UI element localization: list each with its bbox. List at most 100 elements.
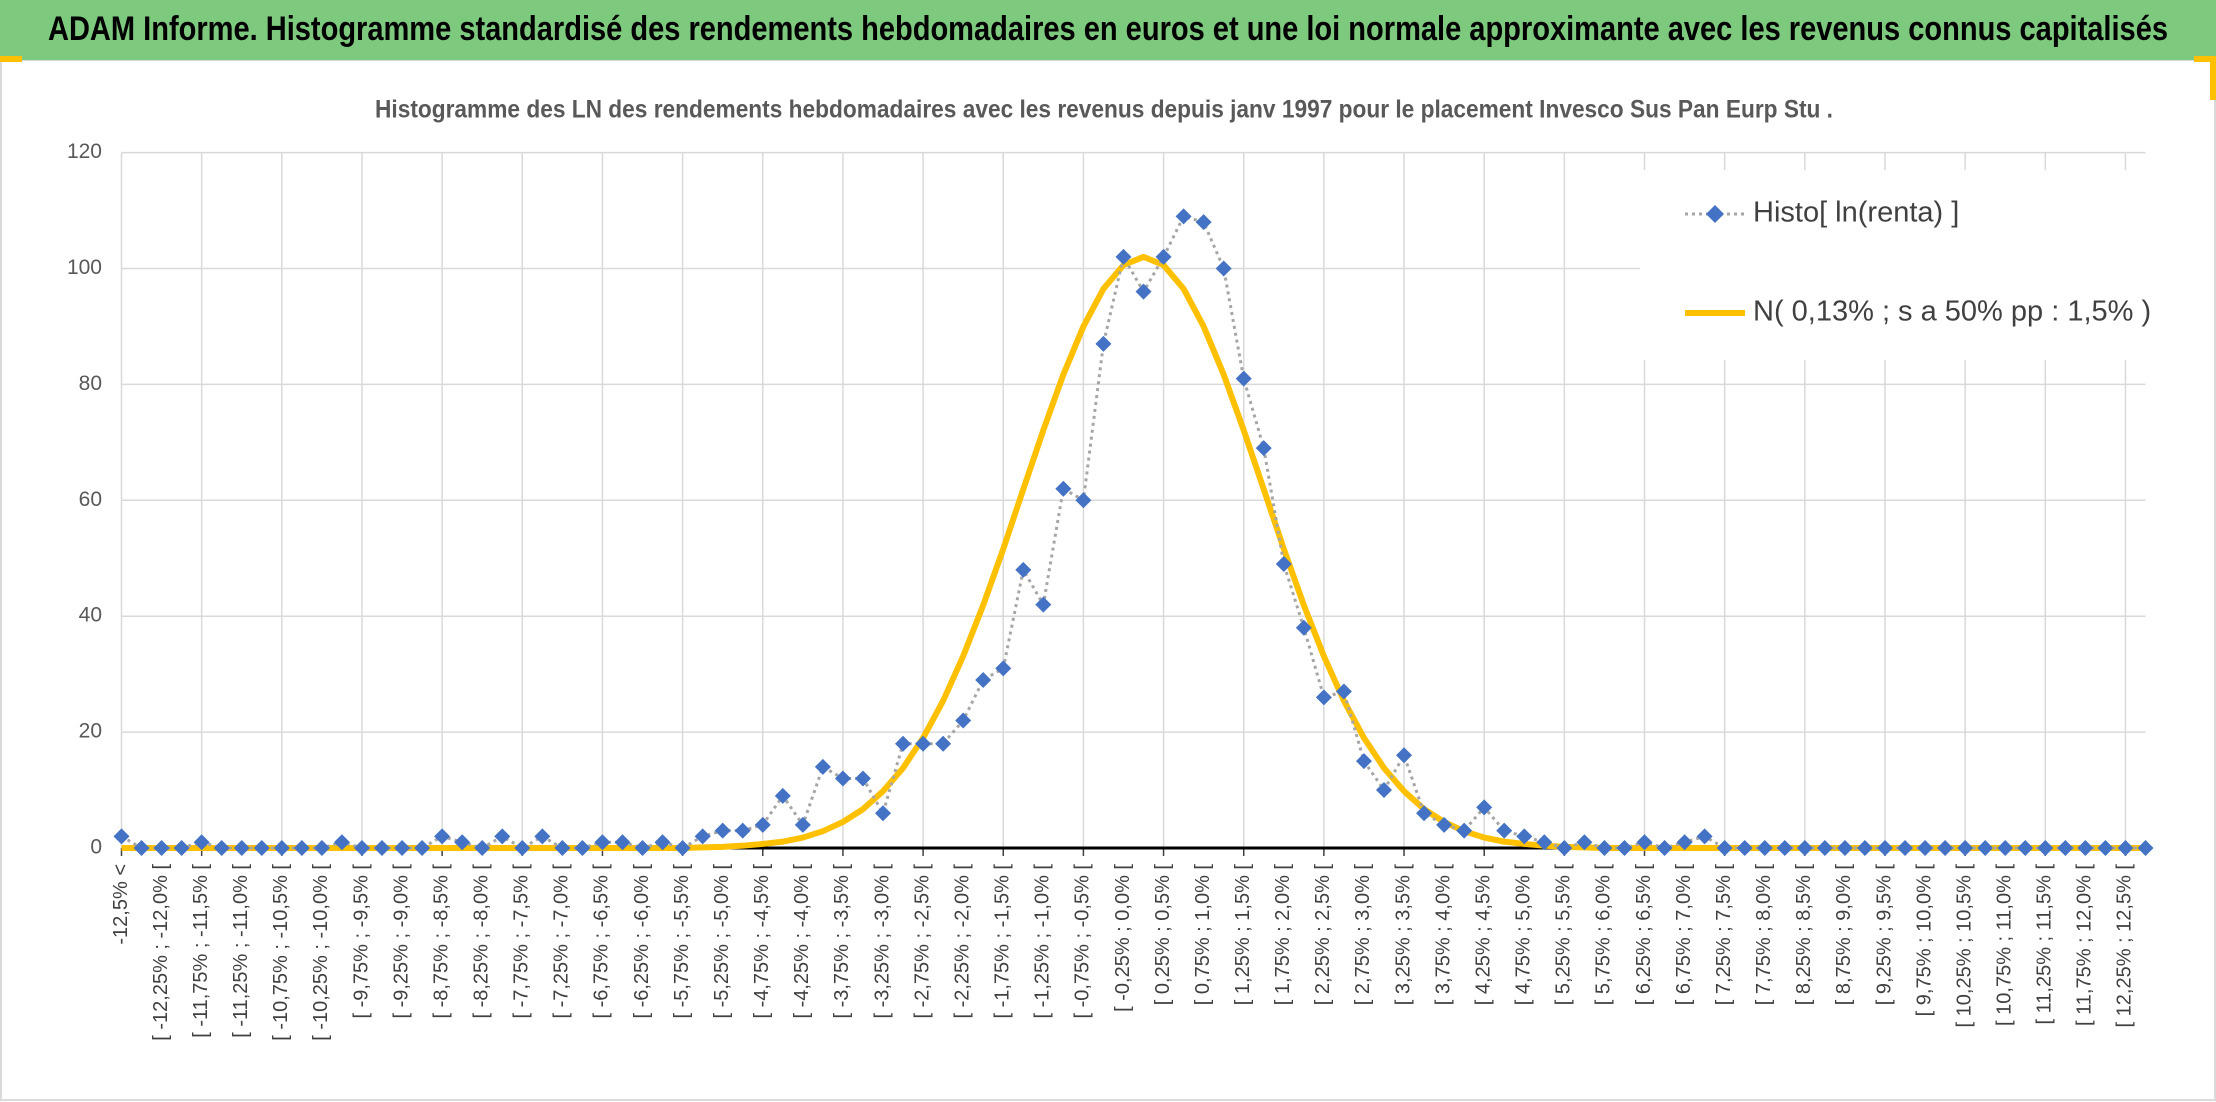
point	[1175, 208, 1192, 225]
point	[1315, 689, 1332, 706]
x-tick-label: [ 0,75% ; 1,0% [	[1192, 864, 1214, 1006]
point	[1295, 619, 1312, 636]
point	[1075, 492, 1092, 509]
point	[193, 834, 210, 851]
point	[1155, 248, 1172, 265]
x-tick-label: [ -9,75% ; -9,5% [	[350, 864, 372, 1019]
point	[754, 816, 771, 833]
point	[434, 828, 451, 845]
point	[714, 822, 731, 839]
y-tick-label: 80	[79, 372, 102, 395]
point	[594, 834, 611, 851]
point	[514, 840, 531, 856]
point	[694, 828, 711, 845]
x-tick-label: [ 0,25% ; 0,5% [	[1152, 864, 1174, 1006]
point	[1897, 840, 1914, 856]
x-tick-label: [ 4,25% ; 4,5% [	[1472, 864, 1494, 1006]
x-tick-label: [ 6,25% ; 6,5% [	[1633, 864, 1655, 1006]
point	[414, 840, 431, 856]
point	[1636, 834, 1653, 851]
point	[1135, 283, 1152, 300]
x-tick-label: [ -11,25% ; -11,0% [	[230, 864, 252, 1038]
point	[915, 735, 932, 752]
header-banner	[0, 0, 2216, 60]
point	[1917, 840, 1934, 856]
point	[935, 735, 952, 752]
point	[734, 822, 751, 839]
point	[1776, 840, 1793, 856]
point	[273, 840, 290, 856]
point	[1255, 440, 1272, 457]
x-tick-label: [ -11,75% ; -11,5% [	[190, 864, 212, 1038]
point	[1836, 840, 1853, 856]
point	[1816, 840, 1833, 856]
point	[1275, 556, 1292, 573]
point	[353, 840, 370, 856]
x-tick-label: [ -1,75% ; -1,5% [	[992, 864, 1014, 1019]
x-tick-label: [ 6,75% ; 7,0% [	[1673, 864, 1695, 1006]
point	[2037, 840, 2054, 856]
header-title: ADAM Informe. Histogramme standardisé de…	[48, 10, 2168, 48]
point	[2097, 840, 2114, 856]
x-tick-label: [ -1,25% ; -1,0% [	[1032, 864, 1054, 1019]
point	[1456, 822, 1473, 839]
point	[2017, 840, 2034, 856]
point	[995, 660, 1012, 677]
point	[1536, 834, 1553, 851]
point	[2117, 840, 2134, 856]
x-tick-label: [ -12,25% ; -12,0% [	[150, 864, 172, 1041]
x-tick-label: [ -8,25% ; -8,0% [	[470, 864, 492, 1019]
x-tick-label: [ 3,25% ; 3,5% [	[1392, 864, 1414, 1006]
plot	[113, 208, 2154, 856]
x-tick-label: [ -10,75% ; -10,5% [	[270, 864, 292, 1041]
point	[1576, 834, 1593, 851]
point	[253, 840, 270, 856]
series-line	[120, 214, 2146, 850]
point	[1355, 753, 1372, 770]
x-tick-label: [ -0,25% ; 0,0% [	[1112, 864, 1134, 1012]
point	[1756, 840, 1773, 856]
point	[1516, 828, 1533, 845]
point	[2137, 840, 2154, 856]
grid: 0 20 40 60 80 100 120 -12,5% < [ -12,25% ; -12,0…	[67, 140, 2146, 1041]
x-tick-label: [ -5,25% ; -5,0% [	[711, 864, 733, 1019]
point	[1736, 840, 1753, 856]
point	[1055, 480, 1072, 497]
point	[1015, 561, 1032, 578]
point	[774, 787, 791, 804]
corner	[2194, 56, 2216, 62]
x-tick-label: [ 10,75% ; 11,0% [	[1994, 864, 2016, 1026]
point	[614, 834, 631, 851]
y-tick-label: 0	[90, 836, 102, 859]
point	[794, 816, 811, 833]
point	[494, 828, 511, 845]
point	[2057, 840, 2074, 856]
point	[1856, 840, 1873, 856]
point	[1656, 840, 1673, 856]
point	[1375, 782, 1392, 799]
point	[634, 840, 651, 856]
x-tick-label: [ -6,75% ; -6,5% [	[591, 864, 613, 1019]
point	[293, 840, 310, 856]
x-tick-label: [ 5,25% ; 5,5% [	[1553, 864, 1575, 1006]
x-tick-label: [ 1,25% ; 1,5% [	[1232, 864, 1254, 1006]
point	[554, 840, 571, 856]
x-tick-label: [ 12,25% ; 12,5% [	[2114, 864, 2136, 1028]
point	[313, 840, 330, 856]
x-tick-label: [ 10,25% ; 10,5% [	[1953, 864, 1975, 1028]
point	[1957, 840, 1974, 856]
x-tick-label: [ -3,75% ; -3,5% [	[831, 864, 853, 1019]
x-tick-label: [ 9,25% ; 9,5% [	[1873, 864, 1895, 1006]
point	[1716, 840, 1733, 856]
point	[834, 770, 851, 787]
x-tick-label: [ 11,25% ; 11,5% [	[2034, 864, 2056, 1025]
x-tick-label: [ -7,75% ; -7,5% [	[511, 864, 533, 1019]
point	[474, 840, 491, 856]
point	[1035, 596, 1052, 613]
x-tick-label: -12,5% <	[110, 864, 132, 945]
point	[454, 834, 471, 851]
x-tick-label: [ 11,75% ; 12,0% [	[2074, 864, 2096, 1026]
point	[1876, 840, 1893, 856]
point	[975, 671, 992, 688]
point	[2077, 840, 2094, 856]
